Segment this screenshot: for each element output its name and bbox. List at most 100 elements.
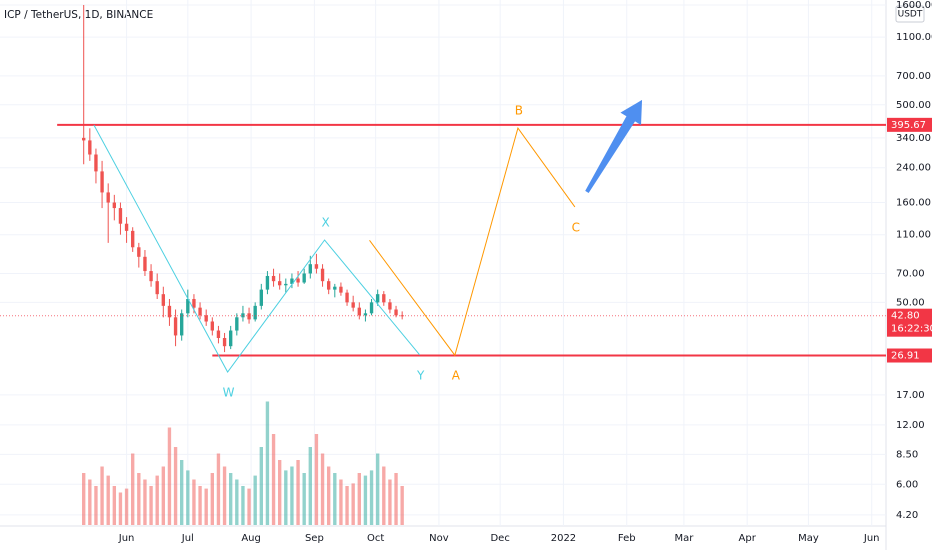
y-tick-label: 8.50 — [896, 449, 918, 460]
wave-line — [93, 124, 421, 373]
volume-bar — [192, 479, 196, 525]
candle-body — [143, 256, 147, 272]
candle-body — [137, 247, 141, 257]
volume-bar — [247, 488, 251, 525]
volume-bar — [167, 427, 172, 525]
volume-bar — [277, 460, 282, 525]
volume-bar — [241, 486, 245, 525]
candle-body — [118, 208, 123, 224]
y-tick-label: 12.00 — [896, 420, 925, 431]
volume-bar — [204, 488, 208, 525]
candle-body — [345, 292, 349, 303]
arrow — [585, 99, 643, 193]
volume-bar — [210, 473, 214, 525]
volume-bar — [216, 453, 221, 525]
candle-body — [265, 275, 270, 290]
volume-bar — [382, 466, 386, 525]
volume-bar — [143, 479, 147, 525]
candle-body — [167, 305, 172, 318]
y-tick-label: 6.00 — [896, 479, 918, 490]
candle-body — [302, 273, 306, 283]
candle-body — [94, 154, 98, 172]
wave-label: A — [452, 369, 461, 383]
candle-body — [124, 223, 129, 231]
candle-body — [210, 321, 214, 331]
volume-bar — [314, 434, 319, 525]
volume-bar — [351, 483, 355, 525]
candle-body — [235, 317, 239, 331]
candle-body — [388, 302, 392, 310]
candle-body — [326, 281, 331, 290]
volume-bar — [271, 434, 276, 525]
volume-bar — [173, 447, 178, 525]
candle-body — [382, 294, 386, 303]
volume-bar — [345, 486, 349, 525]
candle-body — [290, 278, 294, 284]
x-tick-label: May — [798, 533, 819, 544]
candle-body — [333, 286, 337, 290]
candle-body — [106, 192, 110, 203]
y-tick-label: 1600.00 — [896, 0, 932, 11]
level-label-box — [887, 117, 932, 132]
level-label: 26.91 — [891, 351, 920, 362]
candle-body — [192, 298, 196, 308]
candle-body — [222, 338, 227, 347]
volume-bar — [100, 466, 104, 525]
wave-label: C — [572, 220, 580, 234]
volume-bar — [357, 473, 361, 525]
volume-bar — [284, 470, 288, 525]
candle-body — [131, 230, 135, 248]
volume-bar — [333, 473, 337, 525]
volume-bar — [308, 447, 312, 525]
candle-body — [88, 140, 92, 155]
candle-body — [339, 286, 343, 293]
candle-body — [204, 315, 208, 322]
volume-bar — [290, 466, 294, 525]
volume-bar — [326, 466, 331, 525]
candle-body — [229, 330, 233, 347]
candle-body — [100, 171, 104, 193]
volume-bar — [106, 475, 110, 525]
candle-body — [253, 305, 257, 320]
candle-body — [369, 302, 374, 314]
candle-body — [216, 330, 221, 339]
chart-title: ICP / TetherUS, 1D, BINANCE — [4, 9, 153, 21]
volume-bar — [363, 475, 368, 525]
candle-body — [173, 317, 178, 336]
y-tick-label: 700.00 — [896, 71, 931, 82]
volume-bar — [82, 473, 86, 525]
x-tick-label: 2022 — [551, 533, 576, 544]
level-label-box — [887, 348, 932, 363]
x-tick-label: Jun — [863, 533, 880, 544]
candle-body — [180, 313, 184, 336]
volume-bar — [400, 486, 404, 525]
last-price-label: 42.80 — [891, 311, 920, 322]
volume-bar — [394, 473, 398, 525]
countdown-label: 16:22:30 — [891, 324, 932, 335]
volume-bar — [375, 453, 380, 525]
volume-bar — [186, 470, 190, 525]
volume-bar — [88, 479, 92, 525]
volume-bar — [149, 486, 153, 525]
y-tick-label: 17.00 — [896, 390, 925, 401]
wave-label: W — [223, 386, 235, 400]
volume-bar — [369, 470, 374, 525]
y-tick-label: 160.00 — [896, 198, 931, 209]
x-tick-label: Mar — [674, 533, 694, 544]
y-tick-label: 70.00 — [896, 268, 925, 279]
candle-body — [314, 264, 319, 269]
volume-bar — [161, 466, 166, 525]
volume-bar — [222, 466, 227, 525]
candle-body — [112, 202, 117, 209]
candle-body — [375, 294, 380, 303]
volume-bar — [259, 447, 263, 525]
currency-label: USDT — [898, 10, 923, 20]
y-tick-label: 340.00 — [896, 133, 931, 144]
candle-body — [394, 309, 398, 316]
level-label: 395.67 — [891, 120, 926, 131]
volume-bar — [124, 488, 129, 525]
x-tick-label: Feb — [618, 533, 636, 544]
y-tick-label: 240.00 — [896, 163, 931, 174]
